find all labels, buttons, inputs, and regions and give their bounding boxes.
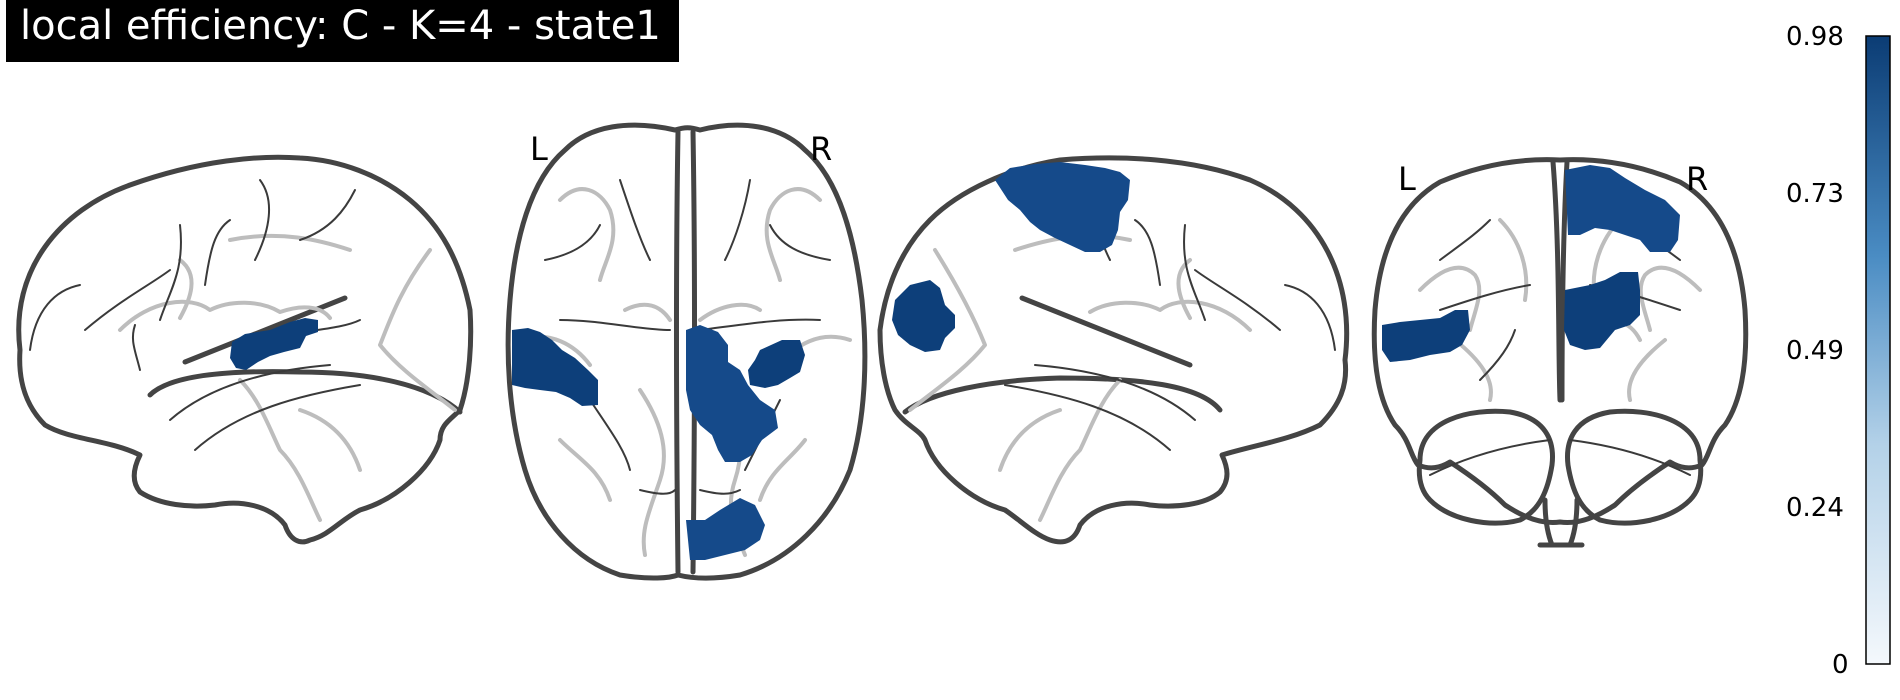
sagittal-left-blob: [230, 318, 318, 370]
colorbar-tick-max: 0.98: [1786, 22, 1844, 52]
sagittal-right-blob-superior: [995, 162, 1130, 252]
coronal-outline: [1371, 157, 1749, 526]
coronal-midline-right: [1559, 159, 1570, 403]
axial-blob-left-lateral: [512, 328, 598, 406]
axial-blob-center: [686, 325, 778, 462]
sagittal-right-blob-frontal: [892, 280, 955, 352]
coronal-blob-left: [1382, 310, 1470, 362]
sagittal-left-temporal-outline: [147, 369, 463, 415]
coronal-cerebellum-left: [1416, 408, 1555, 526]
axial-right-label: R: [810, 130, 832, 168]
sagittal-right-view: [877, 155, 1350, 545]
colorbar-tick-3: 0.49: [1786, 336, 1844, 366]
sagittal-right-temporal-outline: [902, 375, 1223, 415]
axial-midline-left: [674, 129, 681, 575]
axial-blob-posterior: [686, 498, 765, 560]
axial-outline: [505, 122, 868, 581]
colorbar: [1865, 35, 1891, 665]
coronal-cerebellum-right: [1565, 408, 1704, 526]
coronal-blob-superior-right: [1565, 165, 1680, 252]
sagittal-left-outline: [16, 154, 474, 545]
axial-blob-right: [748, 340, 805, 388]
colorbar-tick-min: 0: [1832, 650, 1849, 680]
axial-left-label: L: [530, 130, 548, 168]
coronal-blob-mid-right: [1564, 272, 1640, 350]
coronal-right-label: R: [1686, 160, 1708, 198]
coronal-midline-left: [1550, 159, 1563, 403]
coronal-view: L R: [1371, 157, 1749, 548]
figure-title: local efficiency: C - K=4 - state1: [6, 0, 679, 62]
colorbar-tick-4: 0.24: [1786, 493, 1844, 523]
sagittal-right-outline: [877, 155, 1350, 545]
axial-view: L R: [505, 122, 868, 581]
colorbar-tick-2: 0.73: [1786, 179, 1844, 209]
coronal-left-label: L: [1398, 160, 1416, 198]
sagittal-right-sylvian: [1019, 295, 1193, 368]
sagittal-left-view: [16, 154, 474, 545]
